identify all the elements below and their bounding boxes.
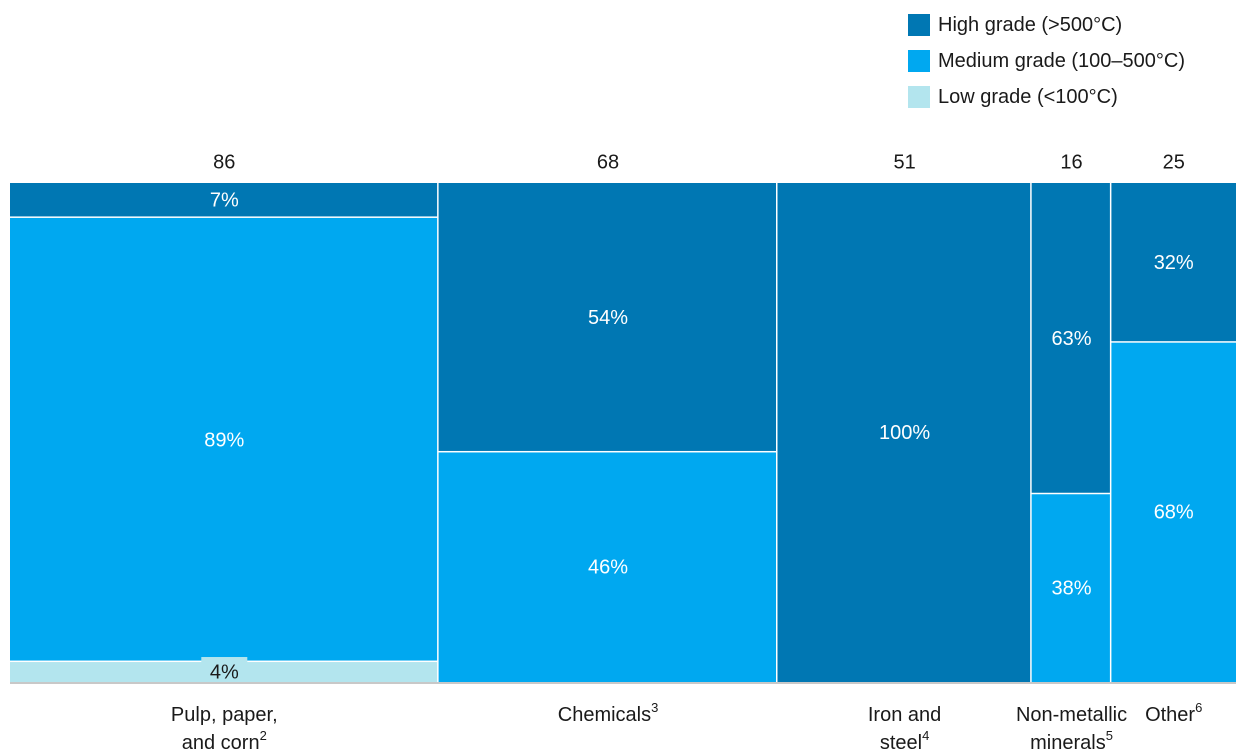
- data-label-high: 7%: [210, 190, 239, 212]
- bar-segment-medium: [1111, 342, 1236, 682]
- bar-segment-high: [438, 183, 776, 451]
- category-label: minerals5: [1030, 728, 1113, 753]
- bar-segment-high: [10, 183, 438, 217]
- legend-label-high: High grade (>500°C): [938, 13, 1123, 36]
- column-total-label: 51: [893, 151, 915, 173]
- legend-swatch-high: [908, 14, 930, 36]
- legend-swatch-medium: [908, 50, 930, 72]
- column-total-label: 25: [1163, 151, 1185, 173]
- legend-label-medium: Medium grade (100–500°C): [938, 49, 1186, 72]
- column-total-label: 86: [213, 151, 235, 173]
- data-label-medium: 38%: [1052, 577, 1092, 599]
- legend-item-high: High grade (>500°C): [908, 10, 1185, 40]
- category-label: Non-metallic: [1016, 704, 1127, 726]
- legend-item-low: Low grade (<100°C): [908, 82, 1185, 112]
- category-label: and corn2: [182, 728, 267, 753]
- category-label: Pulp, paper,: [171, 704, 278, 726]
- data-label-medium: 68%: [1154, 502, 1194, 524]
- category-label: Other6: [1145, 700, 1202, 726]
- category-footnote: 2: [260, 728, 267, 743]
- bar-segment-high: [1031, 183, 1110, 493]
- column-total-label: 68: [597, 151, 619, 173]
- category-label: steel4: [880, 728, 929, 753]
- data-label-high: 100%: [879, 422, 930, 444]
- data-label-high: 32%: [1154, 252, 1194, 274]
- data-label-medium: 89%: [204, 429, 244, 451]
- legend: High grade (>500°C) Medium grade (100–50…: [908, 10, 1185, 118]
- category-label: Iron and: [868, 704, 941, 726]
- legend-item-medium: Medium grade (100–500°C): [908, 46, 1185, 76]
- data-label-medium: 46%: [588, 557, 628, 579]
- legend-label-low: Low grade (<100°C): [938, 85, 1118, 108]
- category-footnote: 4: [922, 728, 929, 743]
- category-footnote: 6: [1195, 700, 1202, 715]
- data-label-high: 54%: [588, 307, 628, 329]
- data-label-high: 63%: [1052, 328, 1092, 350]
- legend-swatch-low: [908, 86, 930, 108]
- column-total-label: 16: [1060, 151, 1082, 173]
- bar-segment-high: [1111, 183, 1236, 342]
- bar-segment-medium: [1031, 494, 1110, 682]
- data-label-background: [201, 657, 248, 684]
- category-label: Chemicals3: [558, 700, 659, 726]
- data-label-low: 4%: [210, 661, 239, 683]
- category-footnote: 5: [1106, 728, 1113, 743]
- category-footnote: 3: [651, 700, 658, 715]
- bar-segment-medium: [10, 217, 438, 661]
- bar-segment-high: [777, 183, 1031, 682]
- bar-segment-medium: [438, 452, 776, 682]
